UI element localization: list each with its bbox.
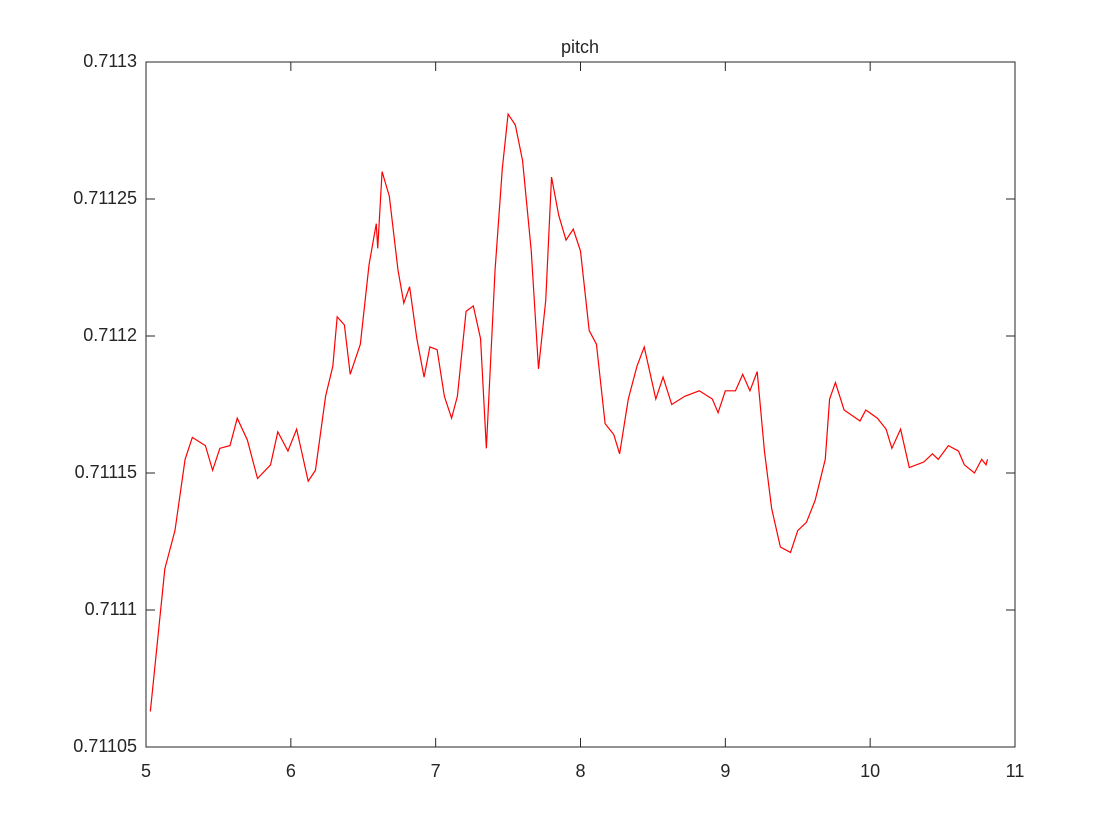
x-tick-label: 7 <box>431 761 441 781</box>
data-line <box>149 112 989 712</box>
x-tick-label: 6 <box>286 761 296 781</box>
y-tick-label: 0.71115 <box>75 462 137 482</box>
y-tick-label: 0.7113 <box>83 51 137 71</box>
chart-title: pitch <box>561 37 599 57</box>
y-tick-label: 0.71125 <box>73 188 137 208</box>
y-tick-label: 0.7112 <box>83 325 137 345</box>
x-tick-label: 5 <box>141 761 151 781</box>
x-tick-label: 9 <box>720 761 730 781</box>
y-tick-label: 0.71105 <box>73 736 137 756</box>
x-tick-label: 11 <box>1006 761 1025 781</box>
x-tick-label: 8 <box>575 761 585 781</box>
x-tick-label: 10 <box>860 761 880 781</box>
y-tick-label: 0.7111 <box>85 599 137 619</box>
